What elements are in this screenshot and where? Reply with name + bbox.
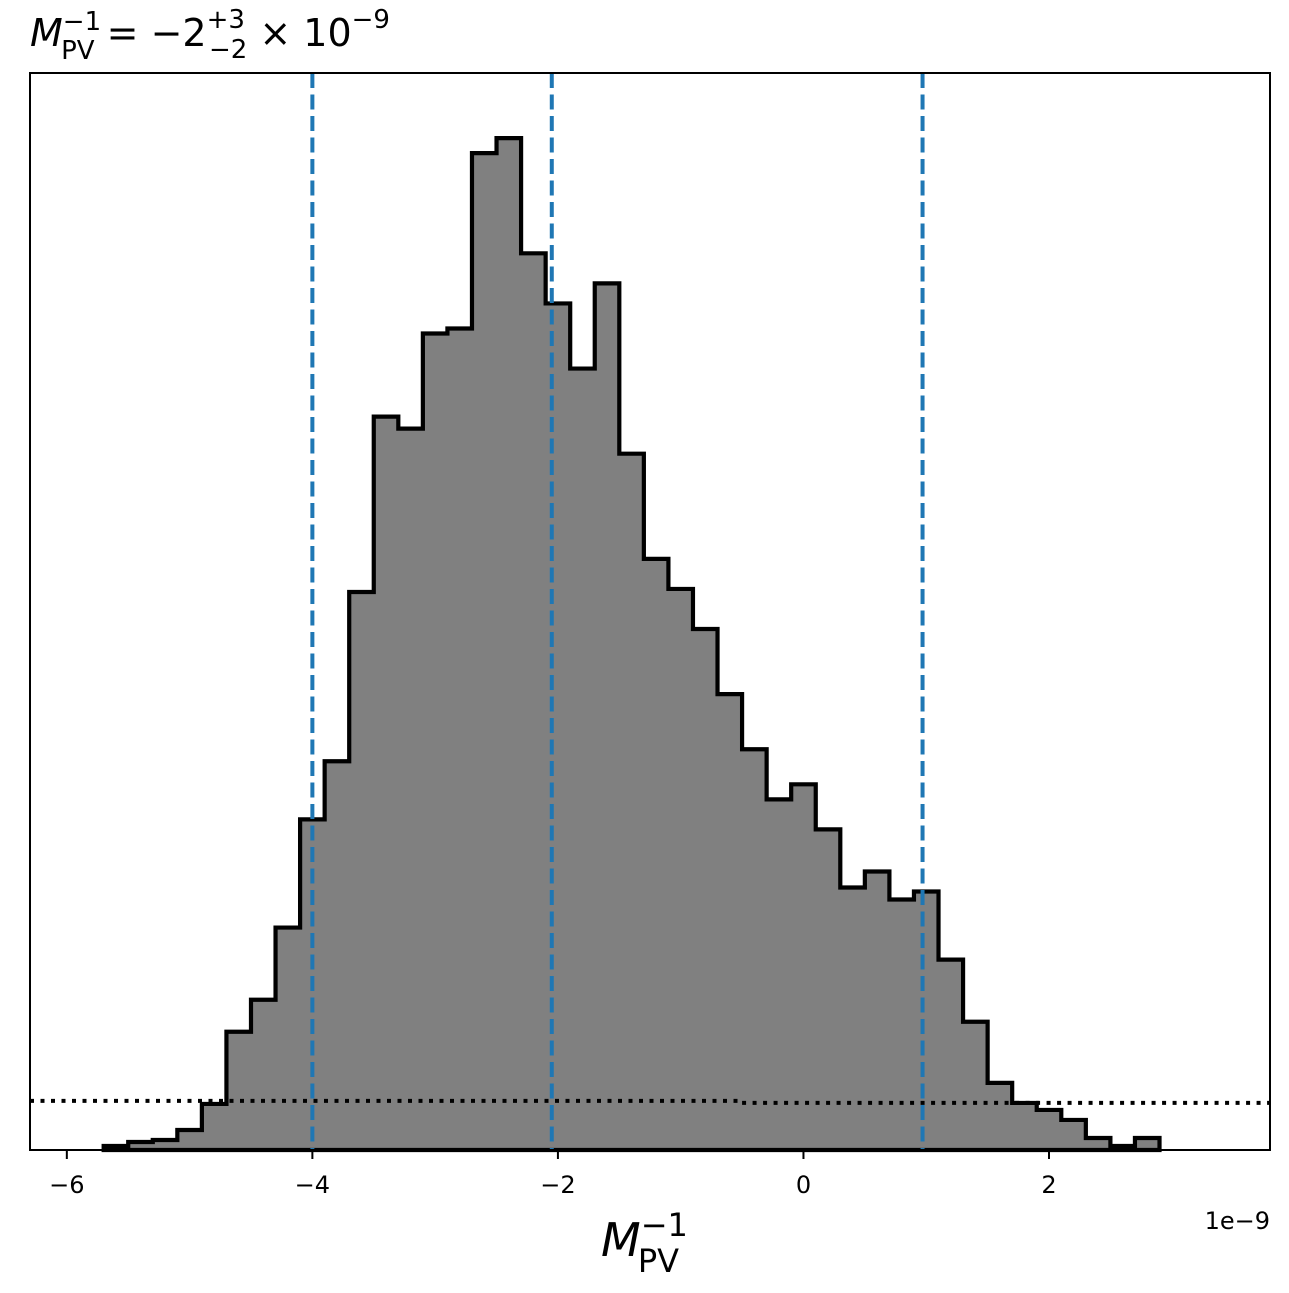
title-error-upper: +3 bbox=[207, 5, 245, 35]
x-axis-offset-label: 1e−9 bbox=[1205, 1207, 1270, 1235]
title-equation: = −2 bbox=[95, 11, 207, 55]
histogram-bars bbox=[101, 136, 1162, 1153]
x-tick-label-4: 0 bbox=[796, 1171, 811, 1199]
x-tick-label-5: 2 bbox=[1041, 1171, 1056, 1199]
x-axis-label-superscript: −1 bbox=[641, 1206, 688, 1244]
quantile-lines bbox=[310, 73, 925, 1150]
x-axis-ticks: −6 −4 −2 0 2 bbox=[49, 1150, 1057, 1199]
x-tick-label-2: −4 bbox=[295, 1171, 330, 1199]
x-axis-label: M−1 PV bbox=[601, 1206, 688, 1280]
x-tick-label-3: −2 bbox=[540, 1171, 575, 1199]
plot-area bbox=[30, 73, 1270, 1153]
title-symbol: M bbox=[30, 11, 63, 55]
x-tick-label-1: −6 bbox=[49, 1171, 84, 1199]
x-axis-label-symbol: M bbox=[601, 1213, 641, 1267]
title-exponent: −9 bbox=[352, 5, 390, 35]
axes-frame bbox=[29, 72, 1271, 1151]
title-symbol-subscript: PV bbox=[61, 36, 95, 66]
chart-title: M−1 PV = −2+3 −2 × 10−9 bbox=[30, 5, 390, 66]
x-axis-label-subscript: PV bbox=[638, 1242, 679, 1280]
title-error-lower: −2 bbox=[209, 35, 247, 65]
title-symbol-superscript: −1 bbox=[63, 7, 101, 37]
prior-lines bbox=[30, 1098, 1270, 1105]
title-multiplier: × 10 bbox=[247, 11, 351, 55]
